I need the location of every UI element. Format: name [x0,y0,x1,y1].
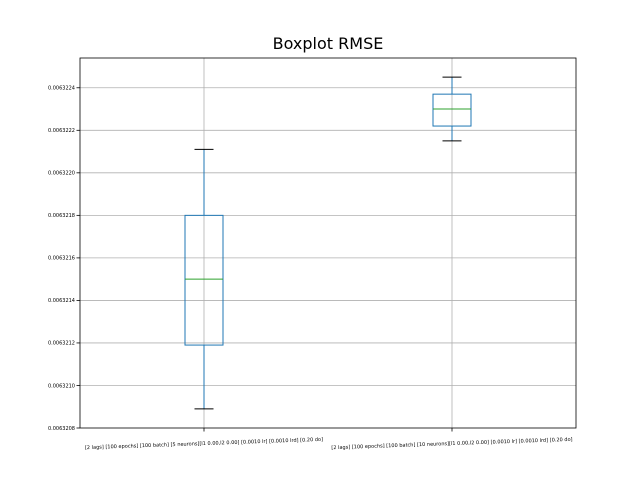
box-group [432,76,472,142]
y-tick-label: 0.0063218 [48,213,75,219]
y-tick-label: 0.0063214 [48,298,75,304]
box-iqr [184,214,224,346]
y-tick-label: 0.0063208 [48,426,75,432]
y-tick-label: 0.0063224 [48,86,75,92]
y-tick-label: 0.0063220 [48,171,75,177]
box-group [184,148,224,410]
y-tick-label: 0.0063222 [48,128,75,134]
plot-frame [79,57,577,429]
x-tick-label: [2 lags] [100 epochs] [100 batch] [10 ne… [331,437,572,451]
y-tick-label: 0.0063212 [48,341,75,347]
y-tick-label: 0.0063210 [48,383,75,389]
boxes [184,76,472,410]
y-tick-label: 0.0063216 [48,256,75,262]
x-tick-label: [2 lags] [100 epochs] [100 batch] [5 neu… [85,437,323,451]
grid [80,58,576,428]
chart-title: Boxplot RMSE [273,34,384,53]
box-iqr [432,93,472,127]
axes: 0.0063208 0.0063210 0.0063212 0.0063214 0.00… [48,86,573,452]
